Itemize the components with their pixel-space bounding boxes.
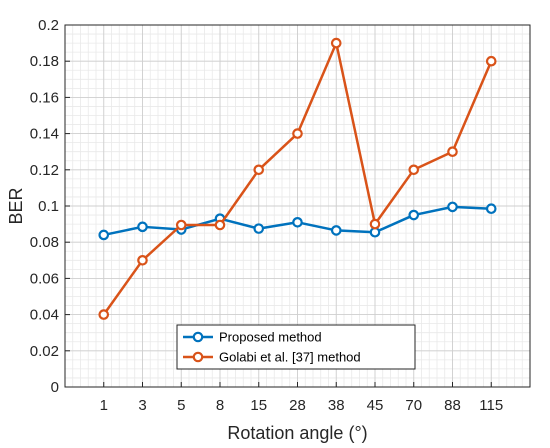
- x-tick-label: 15: [250, 397, 267, 414]
- data-point: [98, 229, 110, 241]
- data-point: [330, 225, 342, 236]
- y-tick-label: 0.16: [30, 89, 59, 106]
- plot-area-border: [64, 24, 531, 388]
- data-point: [292, 128, 303, 139]
- legend-marker-proposed: [192, 331, 204, 343]
- data-point: [485, 203, 497, 215]
- y-axis-label: BER: [6, 187, 26, 224]
- data-point: [330, 37, 342, 49]
- data-point: [447, 201, 458, 213]
- y-tick-label: 0: [51, 379, 59, 396]
- legend: Proposed method Golabi et al. [37] metho…: [176, 324, 416, 370]
- data-point: [98, 309, 110, 320]
- x-tick-label: 45: [367, 397, 384, 414]
- x-tick-label: 28: [289, 397, 306, 414]
- x-tick-label: 8: [216, 397, 224, 414]
- data-point: [408, 164, 420, 176]
- data-point: [408, 209, 420, 221]
- x-tick-label: 5: [177, 397, 185, 414]
- y-tick-label: 0.14: [30, 126, 59, 143]
- data-point: [137, 254, 148, 266]
- series-group: [98, 37, 497, 320]
- legend-marker-golabi: [192, 351, 204, 363]
- x-tick-label: 88: [444, 397, 461, 414]
- data-point: [175, 219, 187, 231]
- data-point: [447, 146, 458, 157]
- y-tick-label: 0.04: [30, 307, 59, 324]
- grid: [64, 24, 531, 388]
- y-tick-label: 0.2: [38, 17, 59, 34]
- y-tick-label: 0.08: [30, 234, 59, 251]
- y-tick-label: 0.12: [30, 162, 59, 179]
- legend-label-golabi: Golabi et al. [37] method: [219, 350, 361, 365]
- x-tick-label: 1: [100, 397, 108, 414]
- data-point: [292, 216, 303, 228]
- y-tick-label: 0.1: [38, 198, 59, 215]
- tick-labels: 0 0.02 0.04 0.06 0.08 0.1 0.12 0.14 0.16 0.18 0.2 1…: [30, 17, 503, 414]
- legend-label-proposed: Proposed method: [219, 330, 322, 345]
- x-tick-label: 115: [479, 397, 503, 414]
- data-point: [214, 219, 226, 231]
- data-point: [253, 164, 265, 176]
- data-point: [485, 55, 497, 67]
- y-tick-label: 0.02: [30, 343, 59, 360]
- y-tick-label: 0.06: [30, 270, 59, 287]
- x-tick-label: 38: [328, 397, 345, 414]
- data-point: [369, 218, 381, 230]
- y-tick-label: 0.18: [30, 53, 59, 70]
- x-axis-label: Rotation angle (°): [227, 423, 367, 443]
- legend-box: [176, 324, 416, 370]
- x-tick-label: 70: [405, 397, 422, 414]
- data-point: [137, 221, 148, 233]
- x-tick-label: 3: [138, 397, 146, 414]
- data-point: [253, 223, 265, 234]
